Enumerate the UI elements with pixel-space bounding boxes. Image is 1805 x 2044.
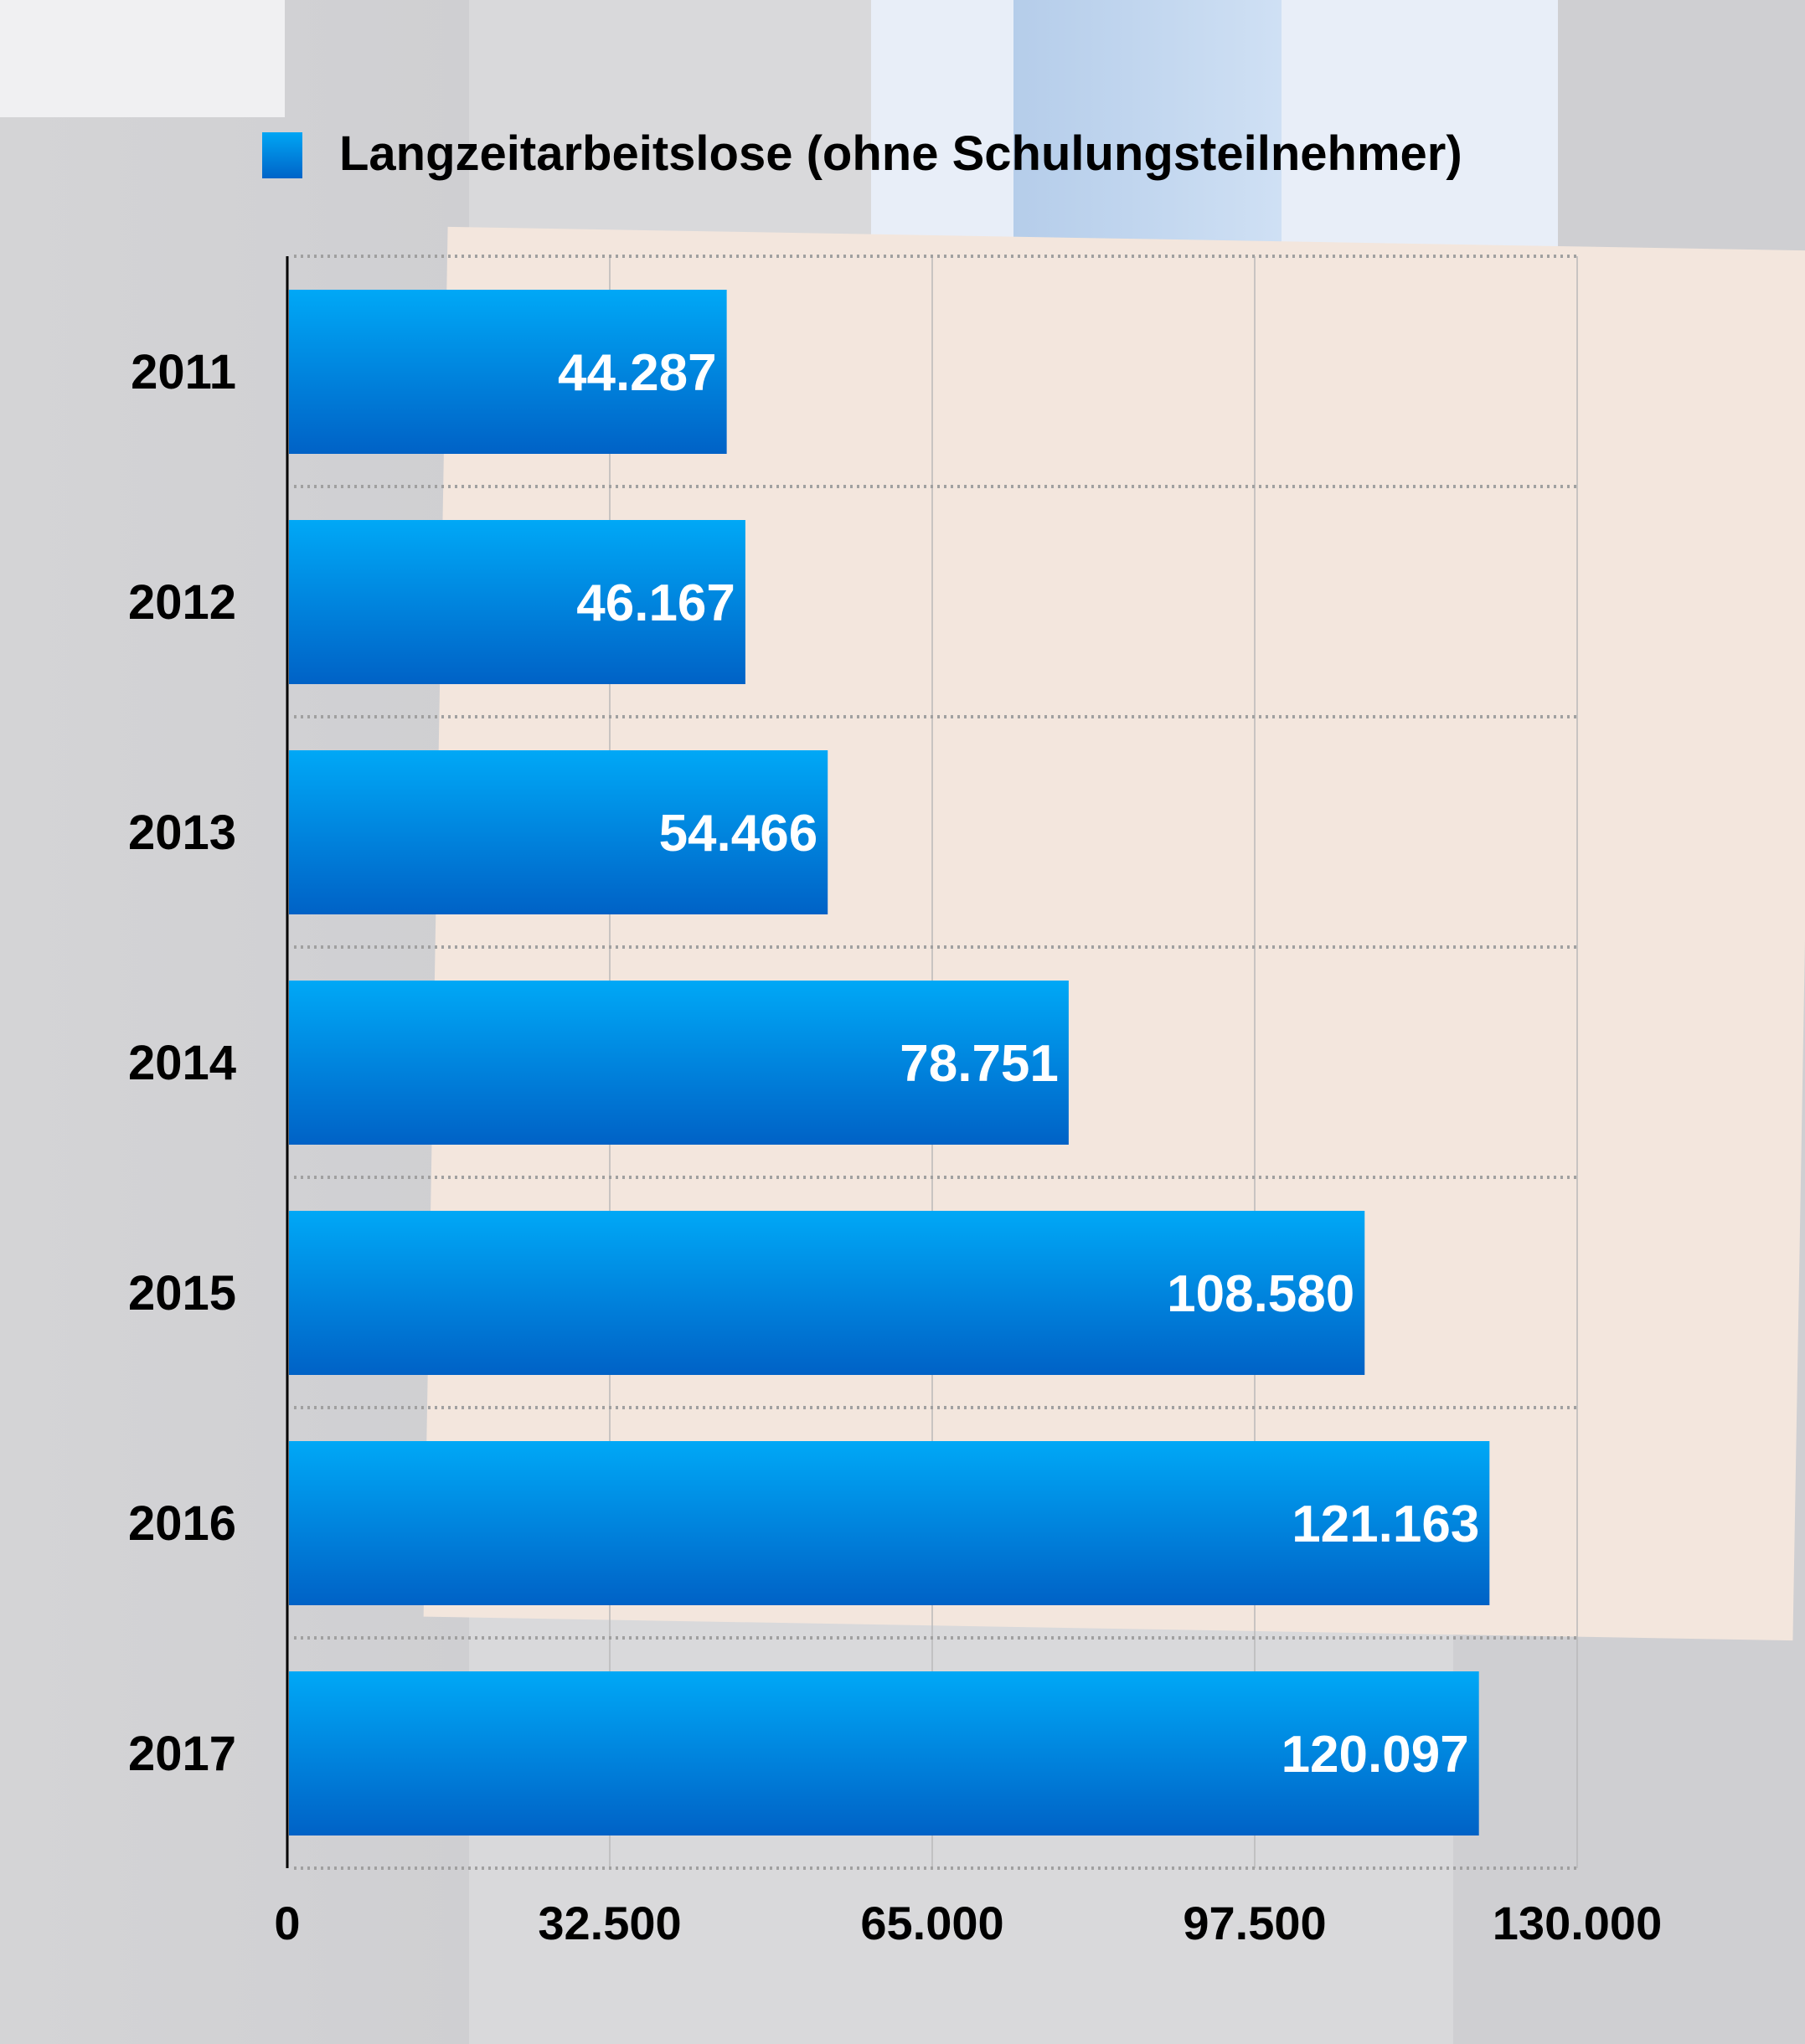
- y-category-label: 2012: [128, 575, 236, 630]
- bar-2014: [289, 981, 1069, 1145]
- x-tick-label: 130.000: [1493, 1897, 1662, 1949]
- bar-2012: [289, 520, 745, 684]
- x-tick-label: 97.500: [1183, 1897, 1326, 1949]
- value-label: 44.287: [558, 344, 717, 402]
- value-label: 46.167: [576, 574, 735, 632]
- bar-2017: [289, 1671, 1479, 1835]
- value-label: 120.097: [1282, 1726, 1469, 1784]
- value-label: 78.751: [900, 1035, 1059, 1093]
- x-tick-label: 0: [274, 1897, 300, 1949]
- legend-swatch: [262, 132, 302, 178]
- bar-2016: [289, 1441, 1490, 1605]
- y-category-label: 2016: [128, 1496, 236, 1551]
- white-corner: [0, 0, 285, 117]
- legend-label: Langzeitarbeitslose (ohne Schulungsteiln…: [339, 126, 1462, 181]
- y-category-label: 2013: [128, 806, 236, 860]
- y-category-label: 2015: [128, 1266, 236, 1321]
- bar-2013: [289, 750, 828, 914]
- bar-2011: [289, 290, 727, 454]
- x-tick-label: 65.000: [860, 1897, 1003, 1949]
- bar-2015: [289, 1211, 1365, 1375]
- y-category-label: 2017: [128, 1727, 236, 1781]
- value-label: 121.163: [1292, 1496, 1479, 1553]
- y-category-label: 2011: [131, 345, 236, 399]
- x-tick-label: 32.500: [538, 1897, 681, 1949]
- tie: [1013, 0, 1282, 251]
- y-category-label: 2014: [128, 1036, 236, 1090]
- value-label: 54.466: [659, 805, 818, 862]
- value-label: 108.580: [1167, 1265, 1354, 1323]
